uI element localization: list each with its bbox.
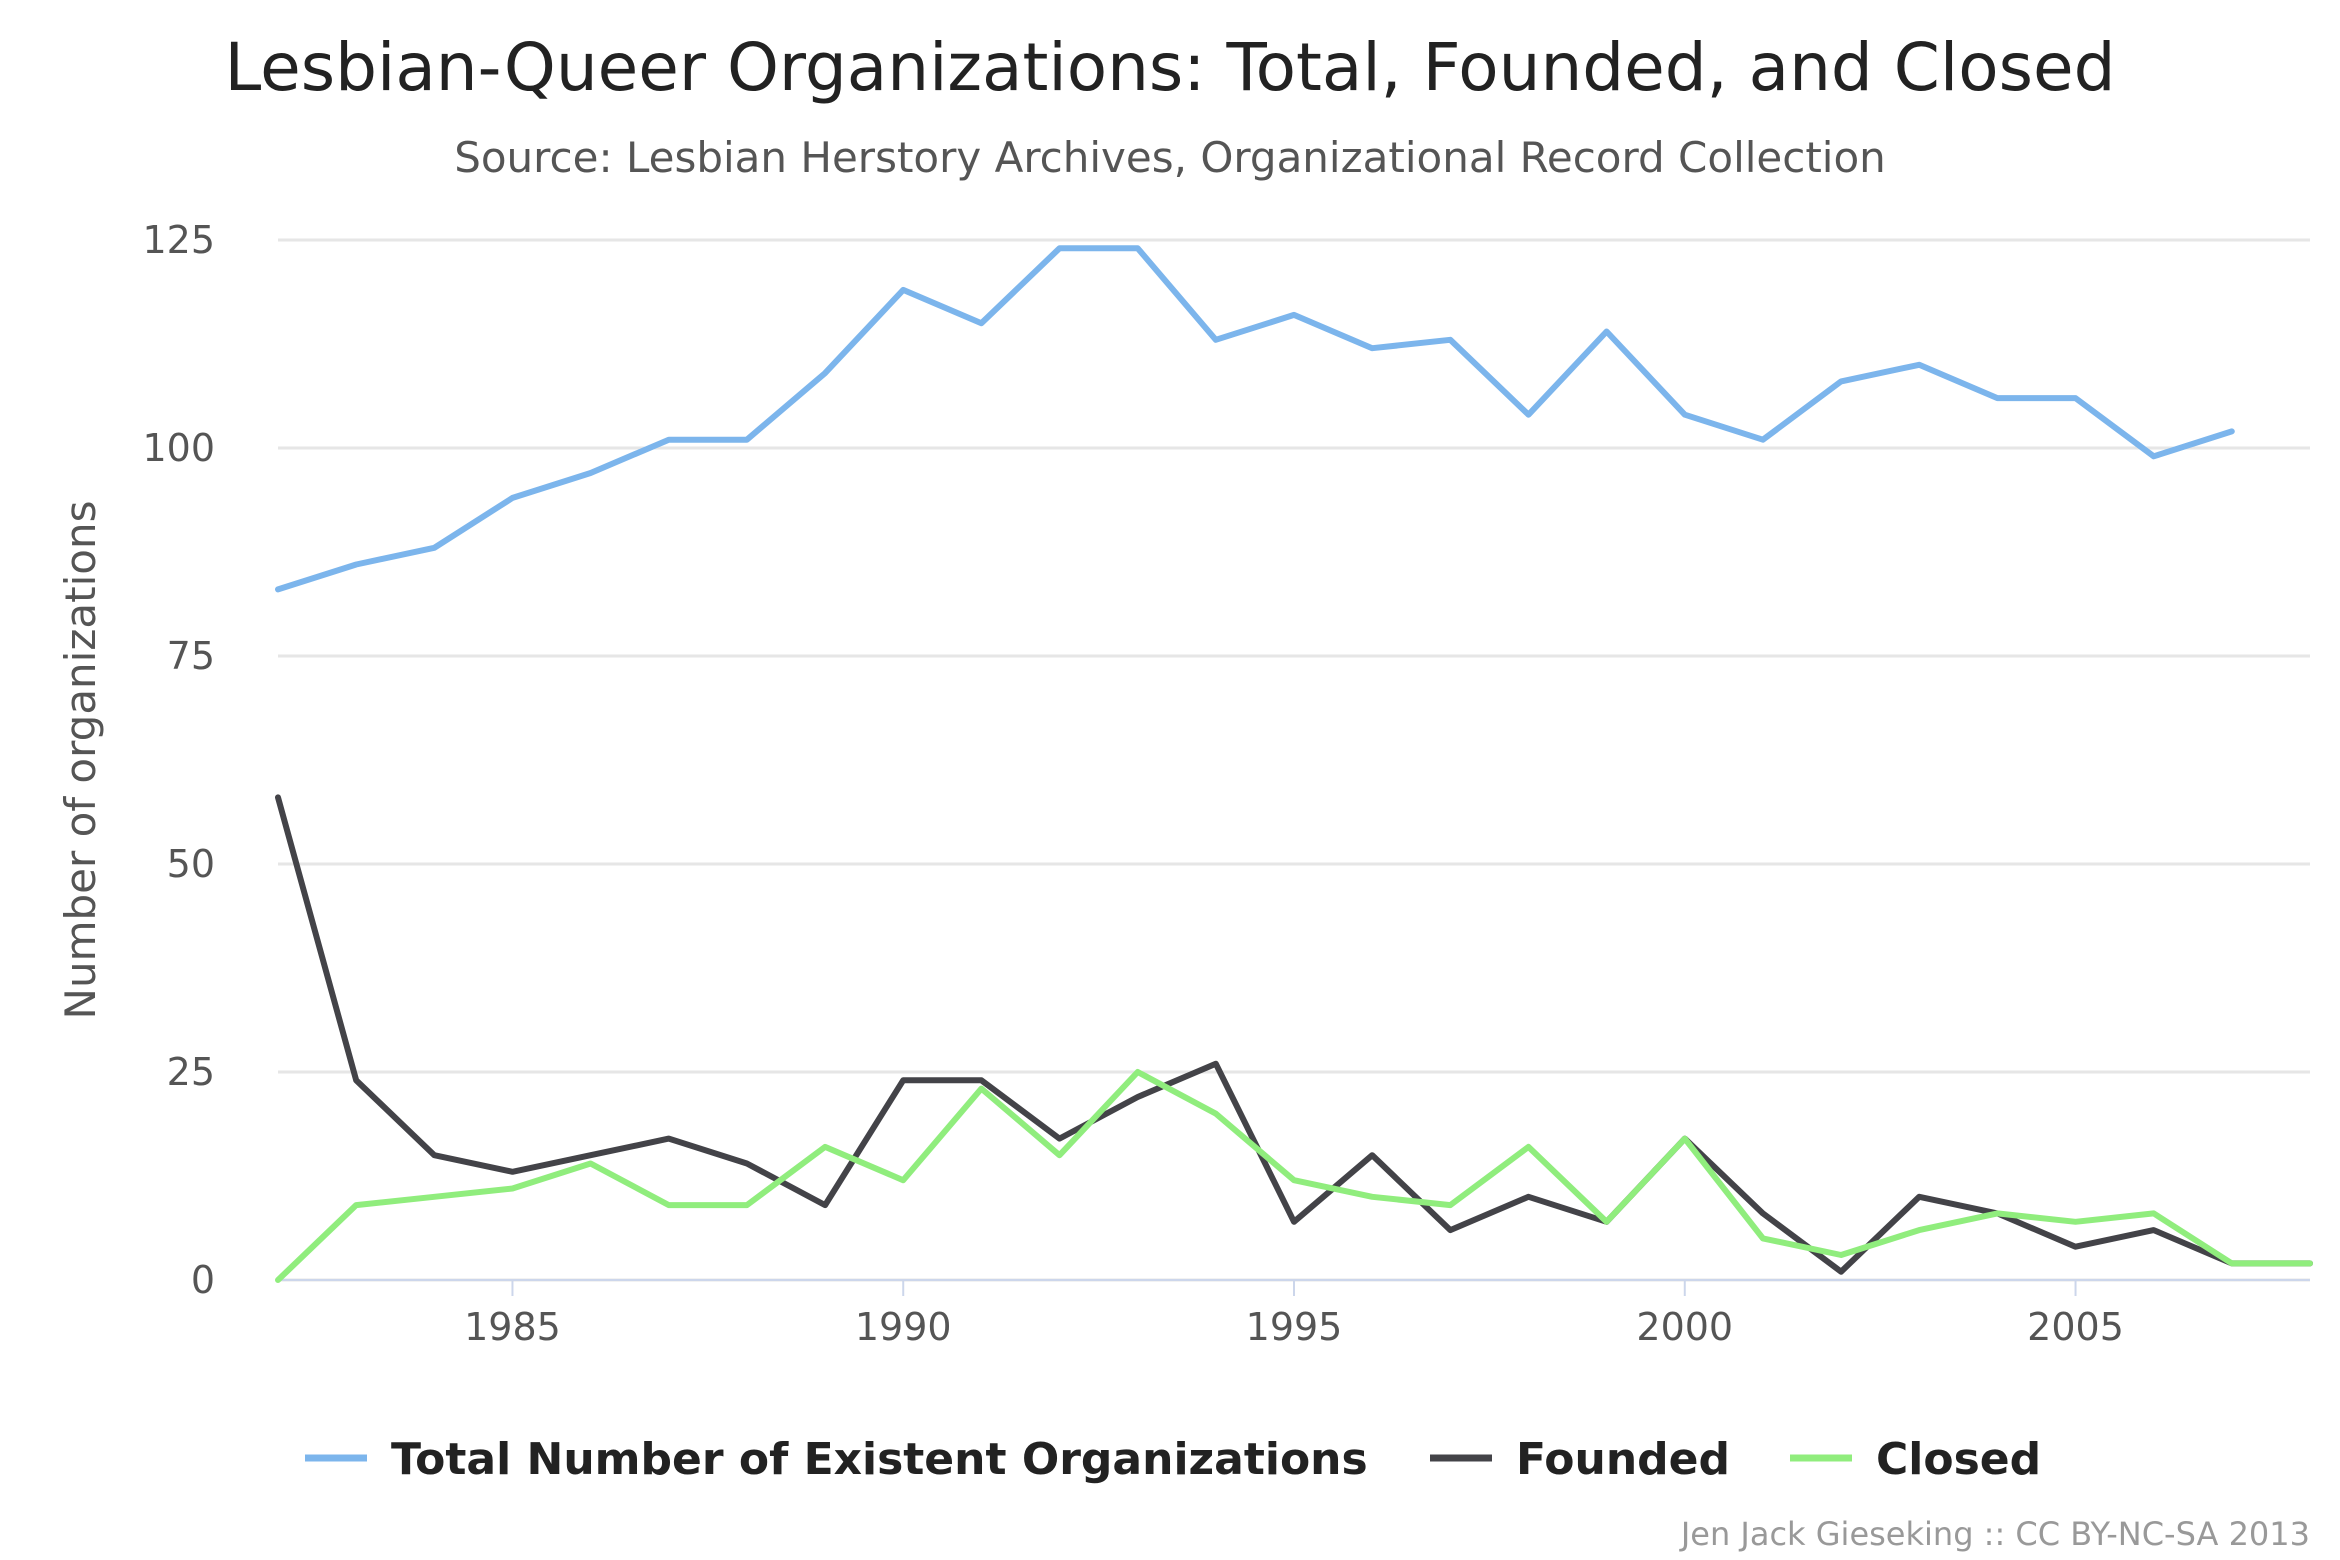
y-tick-label-25: 25 <box>167 1050 215 1094</box>
y-tick-label-125: 125 <box>142 218 215 262</box>
legend-item-2[interactable]: Closed <box>1790 1434 2041 1485</box>
y-axis-ticks: 0 25 50 75 100 125 <box>142 218 215 1302</box>
series-line-2[interactable] <box>275 1069 2313 1283</box>
series-lines <box>275 245 2313 1283</box>
y-axis-label: Number of organizations <box>56 501 105 1020</box>
x-tick-label-2000: 2000 <box>1636 1305 1733 1349</box>
y-tick-label-75: 75 <box>167 634 215 678</box>
x-tick-label-1990: 1990 <box>855 1305 952 1349</box>
series-line-1[interactable] <box>275 794 2313 1275</box>
x-tick-label-1985: 1985 <box>464 1305 561 1349</box>
y-tick-label-50: 50 <box>167 842 215 886</box>
chart-credit[interactable]: Jen Jack Gieseking :: CC BY-NC-SA 2013 <box>1679 1515 2310 1553</box>
x-axis-ticks: 1985 1990 1995 2000 2005 <box>278 1279 2310 1349</box>
chart-title: Lesbian-Queer Organizations: Total, Foun… <box>225 29 2116 106</box>
legend-item-1[interactable]: Founded <box>1430 1434 1730 1485</box>
legend: Total Number of Existent Organizations Fo… <box>305 1434 2041 1485</box>
y-tick-label-100: 100 <box>142 426 215 470</box>
x-tick-label-1995: 1995 <box>1246 1305 1343 1349</box>
legend-label-2: Closed <box>1876 1434 2041 1485</box>
y-tick-label-0: 0 <box>191 1258 215 1302</box>
chart-subtitle: Source: Lesbian Herstory Archives, Organ… <box>454 133 1886 182</box>
legend-label-1: Founded <box>1516 1434 1730 1485</box>
legend-label-0: Total Number of Existent Organizations <box>391 1434 1368 1485</box>
series-line-0[interactable] <box>275 245 2235 593</box>
x-tick-label-2005: 2005 <box>2027 1305 2124 1349</box>
legend-item-0[interactable]: Total Number of Existent Organizations <box>305 1434 1368 1485</box>
